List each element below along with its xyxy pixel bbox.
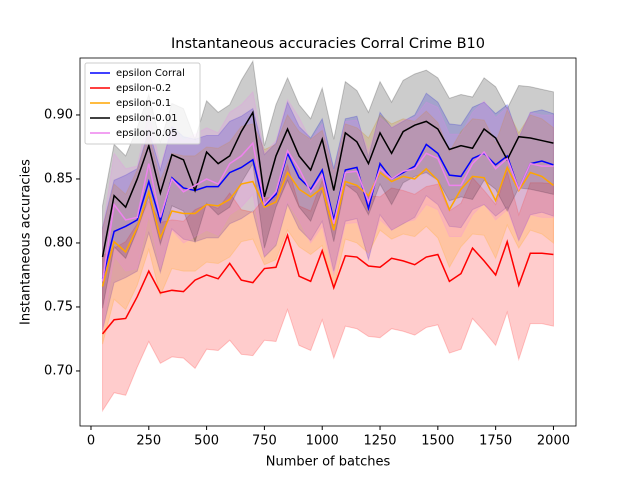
x-tick-label: 1750 [479,434,512,449]
legend-box [84,62,201,145]
x-tick-label: 500 [194,434,219,449]
legend-label: epsilon-0.05 [116,128,178,139]
x-tick-label: 2000 [537,434,570,449]
series-line [101,165,554,287]
series-line [101,141,554,282]
series-line [101,232,554,335]
confidence-band [102,163,554,413]
confidence-band [102,108,554,345]
y-tick-label: 0.75 [44,299,73,314]
y-tick-label: 0.70 [44,363,73,378]
x-tick-label: 1000 [306,434,339,449]
y-tick-label: 0.80 [44,235,73,250]
confidence-band [102,90,554,333]
legend: epsilon Corral epsilon-0.2 epsilon-0.1 epsi… [84,62,201,145]
legend-label: epsilon-0.01 [116,113,178,124]
chart-title: Instantaneous accuracies Corral Crime B1… [171,36,485,52]
x-axis-label: Number of batches [266,455,391,470]
y-tick-label: 0.85 [44,171,73,186]
series-line [101,143,554,279]
x-tick-label: 1250 [363,434,396,449]
legend-label: epsilon Corral [116,68,185,79]
legend-label: epsilon-0.2 [116,83,171,94]
y-tick-label: 0.90 [44,107,73,122]
x-tick-label: 1500 [421,434,454,449]
series-line [101,110,554,258]
legend-label: epsilon-0.1 [116,98,171,109]
x-tick-label: 0 [87,434,95,449]
x-tick-label: 750 [252,434,277,449]
x-tick-label: 250 [136,434,161,449]
y-axis-label: Instantaneous accuracies [19,159,34,325]
confidence-band [102,59,554,309]
plot-frame [79,57,577,427]
